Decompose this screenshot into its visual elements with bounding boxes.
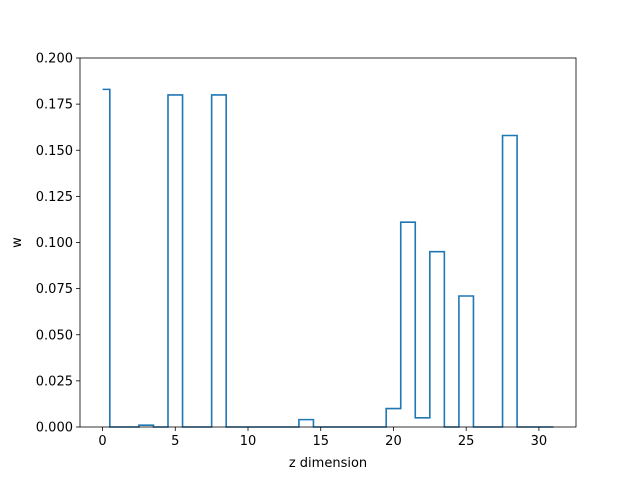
y-tick-label: 0.100 xyxy=(36,236,73,251)
x-tick-label: 15 xyxy=(312,434,329,449)
x-tick-label: 25 xyxy=(458,434,475,449)
y-tick-label: 0.150 xyxy=(36,144,73,159)
x-tick-label: 0 xyxy=(98,434,106,449)
y-tick-label: 0.175 xyxy=(36,98,73,113)
axes-frame xyxy=(79,57,577,428)
y-tick-label: 0.025 xyxy=(36,374,73,389)
x-tick-label: 10 xyxy=(240,434,257,449)
y-tick-label: 0.075 xyxy=(36,282,73,297)
y-tick-label: 0.050 xyxy=(36,328,73,343)
y-axis-label: w xyxy=(10,237,25,248)
x-tick-label: 5 xyxy=(171,434,179,449)
series-step-line xyxy=(102,88,554,428)
x-axis-label: z dimension xyxy=(289,456,367,471)
y-tick-label: 0.000 xyxy=(36,421,73,436)
x-tick-label: 30 xyxy=(531,434,548,449)
x-tick-label: 20 xyxy=(385,434,402,449)
y-tick-label: 0.200 xyxy=(36,52,73,67)
y-axis-ticks: 0.000 0.025 0.050 0.075 0.100 0.125 0.150 0.175… xyxy=(36,52,80,436)
y-tick-label: 0.125 xyxy=(36,190,73,205)
x-axis-ticks: 0 5 10 15 20 25 30 xyxy=(98,427,547,449)
